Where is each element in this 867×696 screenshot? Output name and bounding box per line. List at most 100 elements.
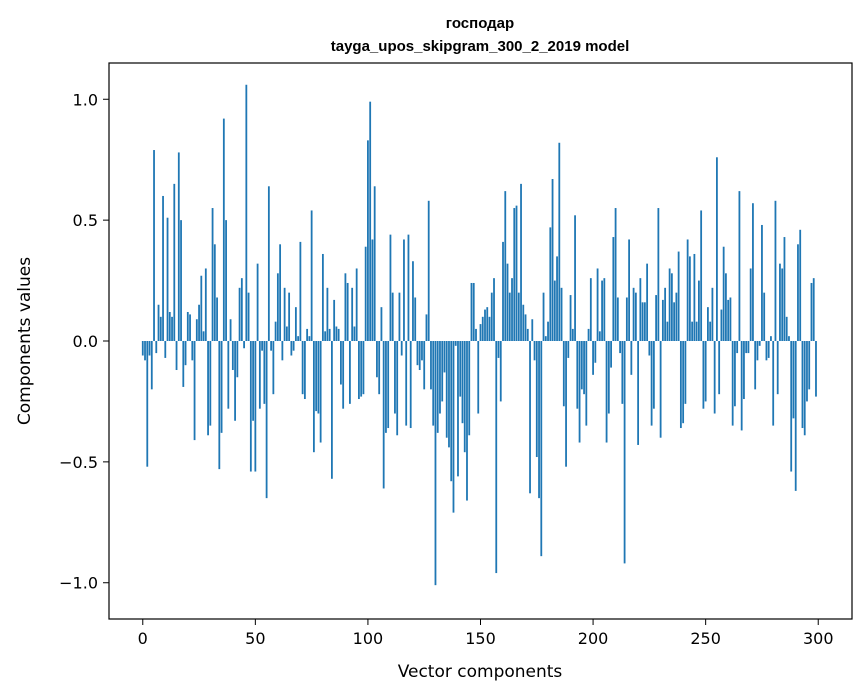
bar-component-3 [148, 341, 151, 356]
bar-component-45 [243, 341, 245, 349]
bar-component-37 [225, 220, 227, 341]
bar-component-266 [740, 341, 743, 431]
bar-component-238 [677, 251, 680, 341]
bar-component-144 [466, 341, 468, 501]
bar-component-217 [630, 341, 633, 375]
bar-component-255 [716, 157, 718, 341]
bar-component-35 [220, 341, 223, 433]
bar-component-134 [443, 341, 446, 373]
bar-component-286 [785, 316, 788, 341]
bar-component-229 [657, 208, 660, 341]
bar-component-6 [155, 341, 158, 354]
bar-component-188 [565, 341, 567, 467]
bar-component-299 [815, 341, 817, 397]
bar-component-61 [279, 244, 282, 341]
bar-component-274 [758, 341, 761, 346]
bar-component-43 [238, 287, 241, 341]
bar-component-176 [538, 341, 540, 499]
bar-component-248 [700, 210, 703, 341]
bar-component-287 [788, 336, 790, 341]
bar-component-147 [472, 282, 475, 341]
bar-component-76 [312, 341, 315, 453]
bar-component-284 [781, 268, 784, 341]
bar-component-203 [598, 331, 601, 341]
bar-component-129 [432, 341, 435, 426]
bar-component-151 [481, 316, 484, 341]
bar-component-243 [688, 256, 691, 341]
bar-component-68 [294, 307, 297, 341]
bar-component-294 [803, 341, 806, 436]
bar-component-48 [249, 341, 252, 472]
bar-component-86 [335, 326, 338, 341]
bar-component-288 [790, 341, 793, 472]
bar-component-126 [425, 314, 428, 341]
x-tick-label: 50 [245, 629, 265, 648]
bar-component-135 [445, 341, 448, 438]
bar-component-249 [702, 341, 705, 409]
y-axis: −1.0 −0.5 0.0 0.5 1.0 [59, 90, 109, 593]
bar-component-182 [551, 179, 554, 341]
bar-component-222 [641, 302, 644, 341]
bar-component-64 [285, 326, 288, 341]
bar-component-131 [436, 341, 439, 433]
bar-component-42 [236, 341, 239, 378]
bar-component-16 [177, 152, 180, 341]
bar-component-19 [184, 341, 187, 366]
bar-component-296 [808, 341, 811, 390]
bar-component-215 [625, 297, 628, 341]
bar-component-290 [794, 341, 797, 491]
bar-component-244 [691, 321, 694, 341]
x-tick-label: 300 [803, 629, 834, 648]
bar-component-230 [659, 341, 662, 438]
bar-component-221 [639, 278, 642, 341]
bar-component-47 [247, 292, 250, 341]
bar-component-253 [711, 287, 714, 341]
bar-component-87 [337, 328, 340, 341]
bar-component-220 [637, 341, 640, 445]
bar-component-293 [801, 341, 804, 429]
y-tick-label: −0.5 [59, 453, 98, 472]
y-tick-label: 0.5 [73, 211, 98, 230]
x-tick-label: 100 [353, 629, 384, 648]
bar-component-117 [405, 341, 408, 426]
bar-component-96 [358, 341, 360, 400]
bar-component-60 [276, 273, 279, 341]
bar-component-159 [499, 341, 502, 402]
bar-component-108 [385, 341, 387, 433]
bar-component-2 [146, 341, 149, 467]
bar-component-256 [718, 341, 721, 395]
bar-component-101 [369, 101, 372, 342]
bar-component-0 [141, 341, 144, 356]
bar-component-84 [331, 341, 333, 479]
bar-component-207 [607, 341, 610, 414]
bar-component-160 [502, 241, 504, 341]
bar-component-186 [560, 287, 563, 341]
bar-component-171 [526, 328, 529, 341]
bar-component-233 [666, 321, 669, 341]
bar-component-93 [351, 287, 354, 341]
bar-component-210 [614, 208, 617, 341]
bar-component-132 [439, 341, 441, 414]
bar-component-275 [761, 224, 763, 341]
bar-component-276 [763, 292, 766, 341]
bar-component-54 [263, 341, 266, 404]
bar-component-79 [319, 341, 322, 443]
bar-component-89 [342, 341, 345, 409]
bar-component-69 [297, 336, 300, 341]
bar-component-28 [204, 268, 207, 341]
bar-component-81 [324, 331, 327, 341]
bar-component-259 [725, 273, 727, 341]
bar-component-279 [770, 336, 772, 341]
bar-component-97 [360, 341, 363, 397]
bar-component-53 [261, 341, 263, 351]
bar-component-65 [288, 292, 291, 341]
bar-component-252 [709, 321, 712, 341]
bar-component-123 [418, 341, 421, 371]
bar-component-146 [470, 282, 473, 341]
bar-component-58 [272, 341, 275, 395]
bar-component-46 [245, 84, 248, 341]
bar-component-164 [511, 278, 513, 341]
bar-component-67 [292, 341, 295, 351]
bar-component-5 [153, 150, 155, 341]
bar-component-12 [168, 311, 171, 341]
